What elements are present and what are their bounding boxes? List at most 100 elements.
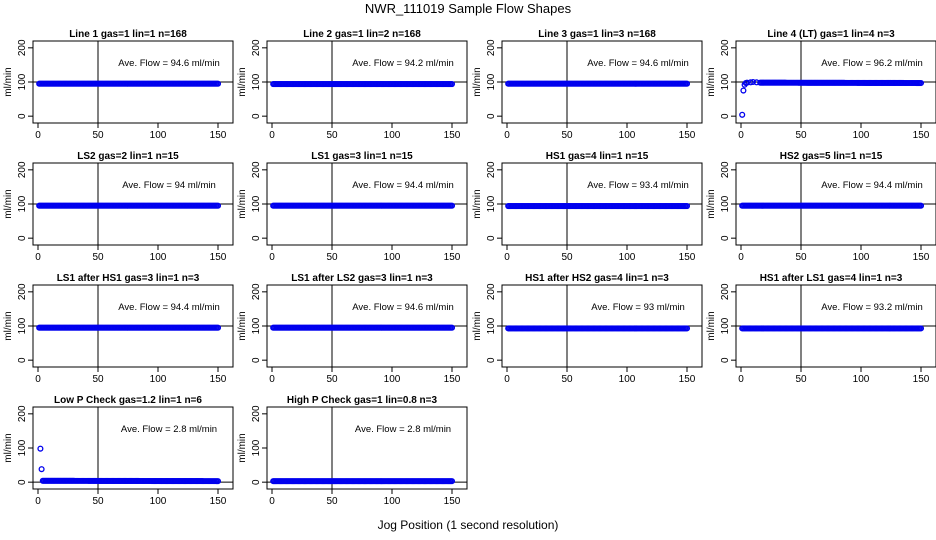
x-axis-title: Jog Position (1 second resolution) [377, 518, 559, 532]
x-tick-label: 0 [269, 130, 275, 141]
y-tick-label: 200 [251, 405, 262, 422]
flow-annotation: Ave. Flow = 94.6 ml/min [352, 302, 453, 313]
y-tick-label: 0 [17, 357, 28, 363]
data-point [448, 81, 456, 88]
x-tick-label: 150 [210, 130, 227, 141]
x-tick-label: 50 [795, 130, 807, 141]
y-tick-label: 200 [720, 283, 731, 300]
y-tick-label: 0 [17, 479, 28, 485]
y-tick-label: 200 [17, 283, 28, 300]
x-tick-label: 0 [738, 374, 744, 385]
y-axis-title: ml/min [237, 311, 248, 340]
panel-3: Line 3 gas=1 lin=3 n=168 0 50 100 150 0 100 200… [472, 29, 703, 141]
y-tick-label: 100 [17, 195, 28, 212]
y-tick-label: 200 [251, 39, 262, 56]
y-tick-label: 0 [17, 235, 28, 241]
y-tick-label: 200 [486, 161, 497, 178]
y-tick-label: 100 [251, 439, 262, 456]
panel-title: HS1 after HS2 gas=4 lin=1 n=3 [525, 273, 669, 284]
panel-title: Line 4 (LT) gas=1 lin=4 n=3 [767, 29, 895, 40]
y-tick-label: 0 [486, 357, 497, 363]
y-axis-title: ml/min [237, 67, 248, 96]
panel-title: High P Check gas=1 lin=0.8 n=3 [287, 395, 438, 406]
data-point [917, 202, 925, 209]
panel-title: Line 3 gas=1 lin=3 n=168 [538, 29, 656, 40]
y-tick-label: 100 [486, 317, 497, 334]
x-tick-label: 100 [619, 374, 636, 385]
y-axis-title: ml/min [3, 189, 14, 218]
data-points [36, 202, 222, 209]
y-tick-label: 0 [251, 357, 262, 363]
x-tick-label: 50 [326, 130, 338, 141]
data-point [739, 111, 746, 118]
flow-annotation: Ave. Flow = 94.6 ml/min [587, 58, 688, 69]
flow-annotation: Ave. Flow = 96.2 ml/min [821, 58, 922, 69]
panel-2: Line 2 gas=1 lin=2 n=168 0 50 100 150 0 100 200… [237, 29, 468, 141]
x-tick-label: 150 [444, 252, 461, 263]
data-points [36, 80, 222, 87]
data-point [683, 203, 691, 210]
x-tick-label: 100 [853, 374, 870, 385]
panel-title: LS2 gas=2 lin=1 n=15 [77, 151, 179, 162]
plot-frame [266, 406, 468, 490]
y-tick-label: 200 [17, 161, 28, 178]
y-tick-label: 200 [720, 161, 731, 178]
x-tick-label: 100 [150, 374, 167, 385]
y-tick-label: 100 [720, 195, 731, 212]
x-tick-label: 0 [35, 130, 41, 141]
x-tick-label: 50 [561, 374, 573, 385]
x-tick-label: 50 [92, 496, 104, 507]
y-axis-title: ml/min [472, 67, 483, 96]
x-tick-label: 150 [444, 374, 461, 385]
y-tick-label: 100 [17, 317, 28, 334]
x-tick-label: 0 [35, 496, 41, 507]
x-tick-label: 0 [738, 130, 744, 141]
data-points [270, 202, 456, 209]
flow-annotation: Ave. Flow = 94.4 ml/min [821, 180, 922, 191]
data-point [683, 325, 691, 332]
x-tick-label: 50 [795, 252, 807, 263]
data-point [214, 478, 222, 485]
data-points [739, 78, 925, 118]
x-tick-label: 100 [384, 374, 401, 385]
x-tick-label: 50 [326, 496, 338, 507]
data-points [270, 324, 456, 331]
y-axis-title: ml/min [237, 189, 248, 218]
panel-9: LS1 after HS1 gas=3 lin=1 n=3 0 50 100 150 0 1… [3, 273, 234, 385]
x-tick-label: 100 [853, 252, 870, 263]
y-tick-label: 100 [251, 195, 262, 212]
panel-title: LS1 after HS1 gas=3 lin=1 n=3 [57, 273, 200, 284]
y-axis-title: ml/min [3, 311, 14, 340]
data-point [917, 79, 925, 87]
flow-annotation: Ave. Flow = 93.2 ml/min [821, 302, 922, 313]
data-points [36, 324, 222, 331]
x-tick-label: 150 [913, 252, 930, 263]
y-tick-label: 200 [17, 39, 28, 56]
y-tick-label: 0 [720, 235, 731, 241]
data-point [448, 324, 456, 331]
panel-title: HS1 after LS1 gas=4 lin=1 n=3 [760, 273, 903, 284]
data-points [505, 80, 691, 87]
y-tick-label: 200 [251, 161, 262, 178]
x-tick-label: 50 [561, 252, 573, 263]
panel-5: LS2 gas=2 lin=1 n=15 0 50 100 150 0 100 200ml/m… [3, 151, 234, 263]
data-points [37, 445, 222, 485]
x-tick-label: 50 [561, 130, 573, 141]
flow-annotation: Ave. Flow = 93 ml/min [591, 302, 685, 313]
y-tick-label: 100 [486, 195, 497, 212]
x-tick-label: 150 [210, 496, 227, 507]
x-tick-label: 100 [384, 496, 401, 507]
data-point [749, 78, 757, 86]
panel-11: HS1 after HS2 gas=4 lin=1 n=3 0 50 100 150 0 1… [472, 273, 703, 385]
panel-10: LS1 after LS2 gas=3 lin=1 n=3 0 50 100 150 0 1… [237, 273, 468, 385]
x-tick-label: 50 [92, 252, 104, 263]
panel-13: Low P Check gas=1.2 lin=1 n=6 0 50 100 150 0 1… [3, 395, 234, 507]
y-tick-label: 200 [486, 39, 497, 56]
y-tick-label: 100 [486, 73, 497, 90]
y-tick-label: 0 [17, 113, 28, 119]
flow-annotation: Ave. Flow = 94 ml/min [122, 180, 216, 191]
y-tick-label: 200 [17, 405, 28, 422]
x-tick-label: 100 [384, 130, 401, 141]
x-tick-label: 100 [150, 130, 167, 141]
x-tick-label: 50 [326, 374, 338, 385]
